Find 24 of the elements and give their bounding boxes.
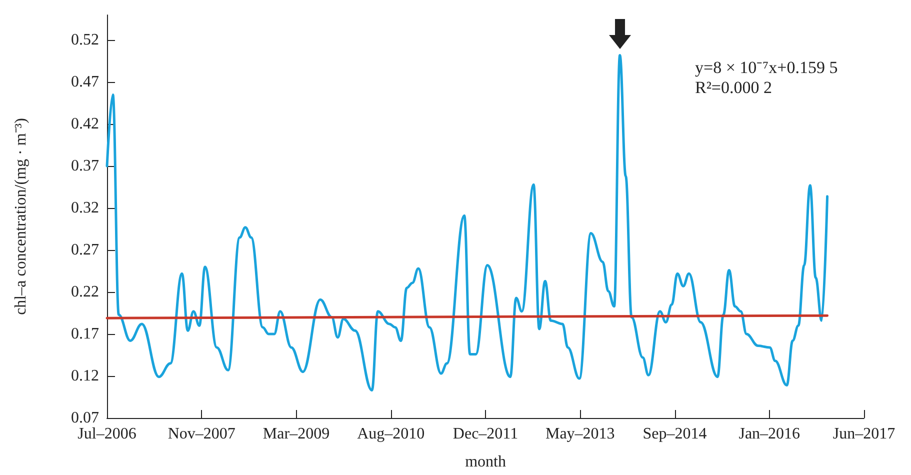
y-tick-label: 0.32	[71, 200, 99, 217]
x-tick-label: Dec–2011	[452, 426, 518, 442]
y-tick-label: 0.37	[71, 158, 99, 175]
y-tick-label: 0.17	[71, 326, 99, 343]
y-tick-label: 0.47	[71, 74, 99, 91]
x-tick-label: Nov–2007	[168, 426, 236, 442]
y-tick-label: 0.07	[71, 410, 99, 426]
x-tick-label: Aug–2010	[357, 426, 425, 442]
y-tick-label: 0.42	[71, 116, 99, 133]
x-tick-label: May–2013	[545, 426, 615, 442]
x-tick-label: Jan–2016	[738, 426, 800, 442]
y-tick-label: 0.22	[71, 284, 99, 301]
y-tick-label: 0.27	[71, 242, 99, 259]
line-series	[106, 54, 829, 392]
y-tick-label: 0.12	[71, 368, 99, 385]
x-axis-title: month	[465, 454, 506, 470]
x-tick-label: Mar–2009	[262, 426, 330, 442]
annotation: y=8 × 10⁻⁷x+0.159 5	[695, 58, 838, 78]
x-tick-label: Jul–2006	[78, 426, 136, 442]
x-tick-label: Sep–2014	[642, 426, 707, 442]
annotation: R²=0.000 2	[695, 78, 774, 98]
y-axis-title: chl–a concentration/(mg · m⁻³)	[12, 118, 30, 315]
x-tick-label: Jun–2017	[832, 426, 896, 442]
y-tick-label: 0.52	[71, 32, 99, 49]
